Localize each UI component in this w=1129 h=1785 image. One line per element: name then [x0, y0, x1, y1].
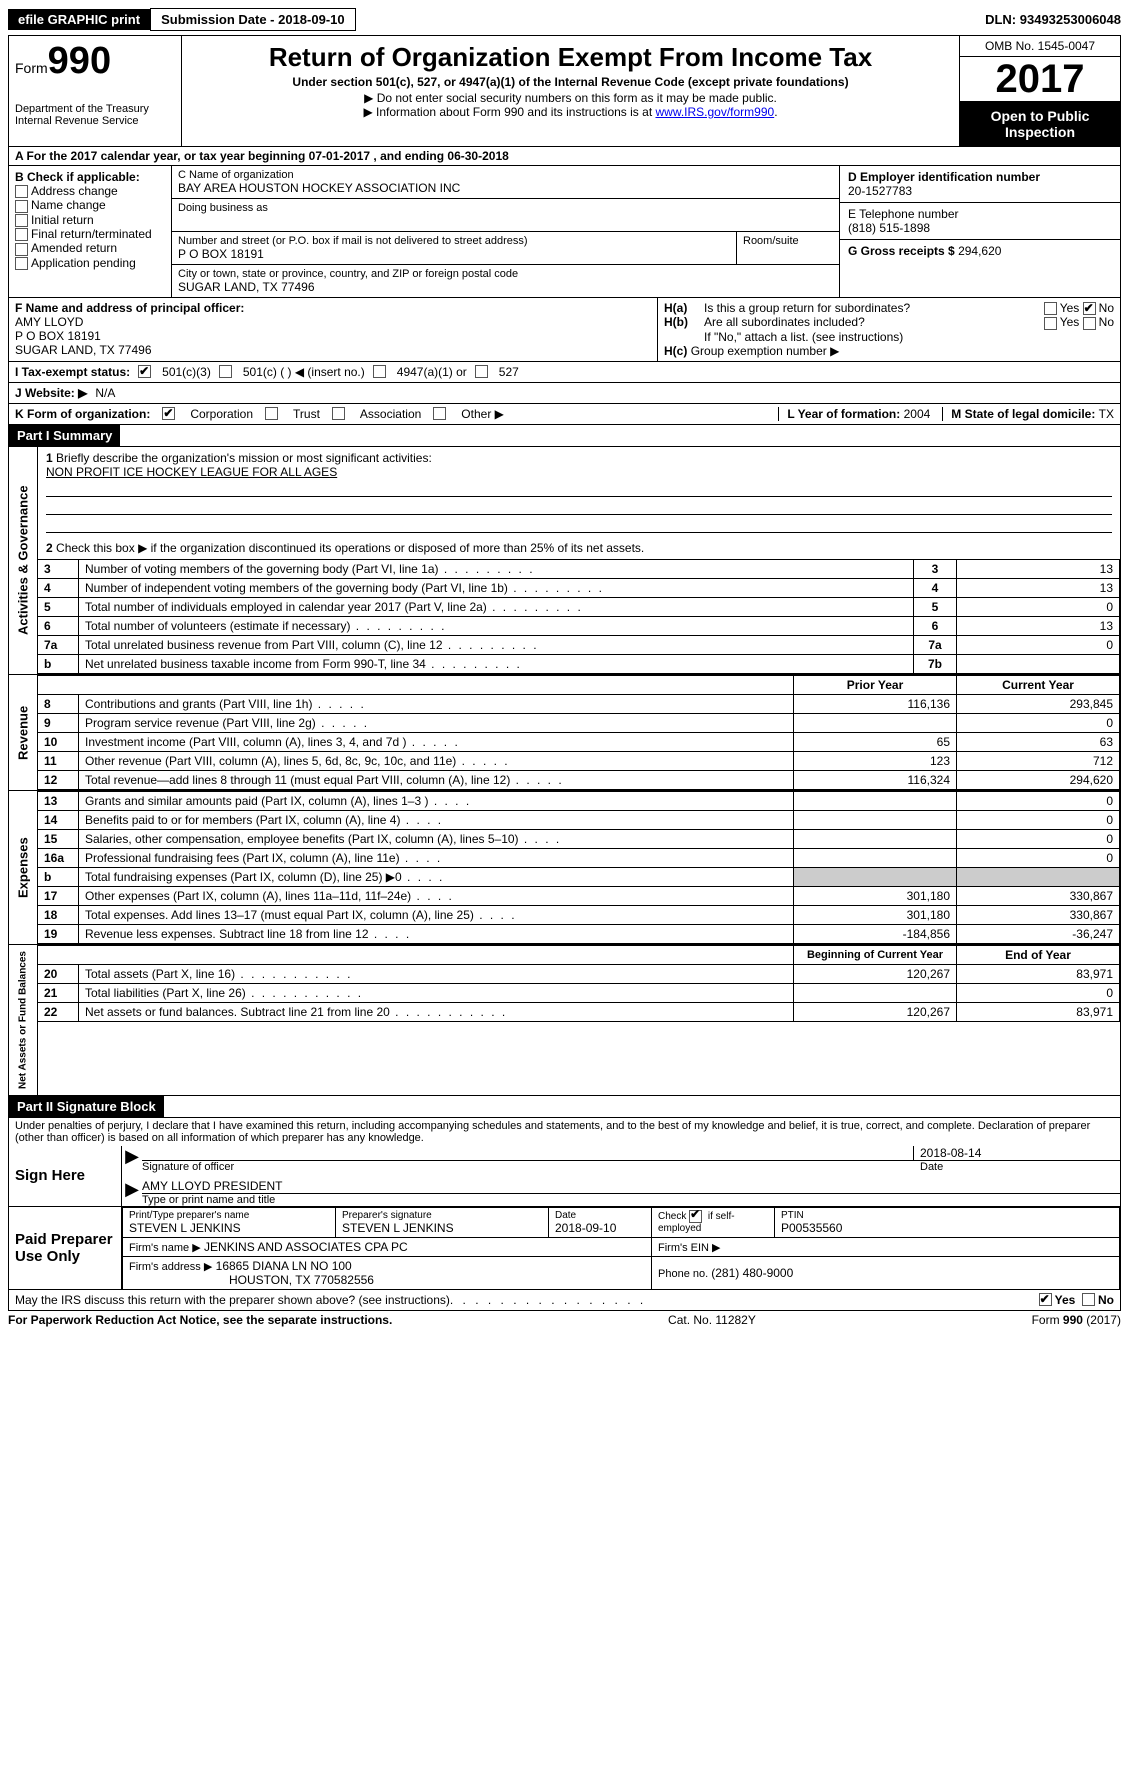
mission-text: NON PROFIT ICE HOCKEY LEAGUE FOR ALL AGE… [46, 465, 1112, 479]
row-a-tax-year: A For the 2017 calendar year, or tax yea… [8, 147, 1121, 166]
expenses-table: 13Grants and similar amounts paid (Part … [38, 791, 1120, 944]
sign-here-label: Sign Here [9, 1146, 122, 1206]
checkbox-501c3[interactable] [138, 365, 151, 378]
part-ii-header: Part II Signature Block [8, 1096, 1121, 1118]
row-i: I Tax-exempt status: 501(c)(3) 501(c) ( … [8, 362, 1121, 383]
checkbox-hb-no[interactable] [1083, 317, 1096, 330]
irs-link[interactable]: www.IRS.gov/form990 [655, 105, 774, 119]
section-d-e-g: D Employer identification number 20-1527… [840, 166, 1120, 297]
firm-name: JENKINS AND ASSOCIATES CPA PC [204, 1240, 408, 1254]
netassets-table: Beginning of Current YearEnd of Year 20T… [38, 945, 1120, 1022]
header-grid: B Check if applicable: Address change Na… [8, 166, 1121, 298]
state-domicile: TX [1099, 407, 1114, 421]
checkbox-trust[interactable] [265, 407, 278, 420]
page-footer: For Paperwork Reduction Act Notice, see … [8, 1313, 1121, 1327]
tax-year: 2017 [960, 57, 1120, 102]
gross-receipts: 294,620 [958, 244, 1001, 258]
checkbox-application-pending[interactable] [15, 257, 28, 270]
sig-date: 2018-08-14 [913, 1146, 1120, 1160]
preparer-date: 2018-09-10 [555, 1221, 645, 1235]
checkbox-initial-return[interactable] [15, 214, 28, 227]
dept-treasury: Department of the Treasury Internal Reve… [15, 103, 175, 127]
row-j: J Website: ▶ N/A [8, 383, 1121, 404]
efile-badge: efile GRAPHIC print [8, 9, 150, 30]
year-block: OMB No. 1545-0047 2017 Open to Public In… [959, 36, 1120, 146]
preparer-name: STEVEN L JENKINS [129, 1221, 329, 1235]
org-city: SUGAR LAND, TX 77496 [178, 280, 833, 294]
checkbox-name-change[interactable] [15, 200, 28, 213]
perjury-text: Under penalties of perjury, I declare th… [9, 1118, 1120, 1146]
form-subtitle: Under section 501(c), 527, or 4947(a)(1)… [190, 75, 951, 89]
telephone: (818) 515-1898 [848, 221, 1112, 235]
discuss-row: May the IRS discuss this return with the… [8, 1290, 1121, 1311]
website: N/A [95, 386, 115, 400]
org-address: P O BOX 18191 [178, 247, 730, 261]
open-to-public: Open to Public Inspection [960, 102, 1120, 146]
signature-block: Under penalties of perjury, I declare th… [8, 1118, 1121, 1290]
officer-name: AMY LLOYD [15, 315, 651, 329]
part-i-revenue: Revenue Prior YearCurrent Year 8Contribu… [8, 675, 1121, 791]
side-label-revenue: Revenue [9, 675, 38, 790]
checkbox-501c[interactable] [219, 365, 232, 378]
side-label-governance: Activities & Governance [9, 447, 38, 674]
checkbox-corporation[interactable] [162, 407, 175, 420]
dln: DLN: 93493253006048 [985, 12, 1121, 27]
part-i-netassets: Net Assets or Fund Balances Beginning of… [8, 945, 1121, 1096]
checkbox-527[interactable] [475, 365, 488, 378]
form-number-block: Form990 Department of the Treasury Inter… [9, 36, 182, 146]
org-name: BAY AREA HOUSTON HOCKEY ASSOCIATION INC [178, 181, 833, 195]
side-label-netassets: Net Assets or Fund Balances [9, 945, 38, 1095]
checkbox-hb-yes[interactable] [1044, 317, 1057, 330]
form-header: Form990 Department of the Treasury Inter… [8, 35, 1121, 147]
top-bar: efile GRAPHIC print Submission Date - 20… [8, 8, 1121, 31]
checkbox-association[interactable] [332, 407, 345, 420]
part-i-governance: Activities & Governance 1 Briefly descri… [8, 447, 1121, 675]
submission-date: Submission Date - 2018-09-10 [150, 8, 356, 31]
revenue-table: Prior YearCurrent Year 8Contributions an… [38, 675, 1120, 790]
governance-table: 3Number of voting members of the governi… [38, 559, 1120, 674]
checkbox-other[interactable] [433, 407, 446, 420]
section-h: H(a) Is this a group return for subordin… [658, 298, 1120, 361]
checkbox-final-return[interactable] [15, 228, 28, 241]
part-i-expenses: Expenses 13Grants and similar amounts pa… [8, 791, 1121, 945]
omb-number: OMB No. 1545-0047 [960, 36, 1120, 57]
section-f-h: F Name and address of principal officer:… [8, 298, 1121, 362]
checkbox-4947[interactable] [373, 365, 386, 378]
section-b: B Check if applicable: Address change Na… [9, 166, 172, 297]
firm-address: 16865 DIANA LN NO 100 [216, 1259, 352, 1273]
checkbox-self-employed[interactable] [689, 1210, 702, 1223]
year-formation: 2004 [904, 407, 931, 421]
ein: 20-1527783 [848, 184, 1112, 198]
officer-printed: AMY LLOYD PRESIDENT [142, 1179, 1120, 1194]
preparer-table: Print/Type preparer's nameSTEVEN L JENKI… [122, 1207, 1120, 1289]
checkbox-ha-no[interactable] [1083, 302, 1096, 315]
part-i-header: Part I Summary [8, 425, 1121, 447]
firm-phone: (281) 480-9000 [711, 1266, 793, 1280]
checkbox-address-change[interactable] [15, 185, 28, 198]
section-f: F Name and address of principal officer:… [9, 298, 658, 361]
side-label-expenses: Expenses [9, 791, 38, 944]
ptin: P00535560 [781, 1221, 1113, 1235]
checkbox-ha-yes[interactable] [1044, 302, 1057, 315]
form-title-block: Return of Organization Exempt From Incom… [182, 36, 959, 146]
row-k: K Form of organization: Corporation Trus… [8, 404, 1121, 425]
checkbox-discuss-no[interactable] [1082, 1293, 1095, 1306]
paid-preparer-label: Paid Preparer Use Only [9, 1207, 122, 1289]
checkbox-amended-return[interactable] [15, 243, 28, 256]
section-c: C Name of organization BAY AREA HOUSTON … [172, 166, 840, 297]
checkbox-discuss-yes[interactable] [1039, 1293, 1052, 1306]
form-title: Return of Organization Exempt From Incom… [190, 42, 951, 73]
